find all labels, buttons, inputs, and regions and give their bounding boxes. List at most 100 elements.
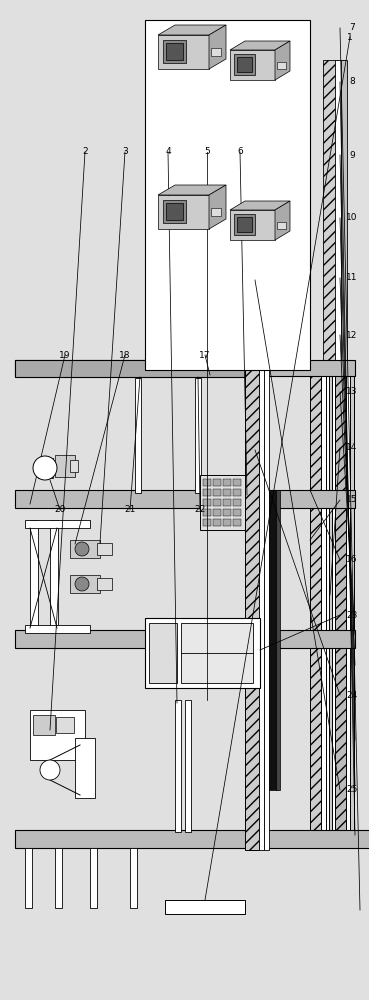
- Text: 18: 18: [119, 351, 131, 360]
- Bar: [30, 520, 38, 630]
- Bar: [165, 900, 245, 914]
- Bar: [223, 499, 231, 506]
- Text: 1: 1: [347, 32, 353, 41]
- Polygon shape: [158, 25, 226, 35]
- Bar: [38, 474, 53, 478]
- Bar: [341, 60, 347, 840]
- Bar: [323, 60, 337, 840]
- Bar: [25, 520, 90, 528]
- Bar: [70, 540, 100, 558]
- Bar: [346, 360, 351, 840]
- Bar: [181, 623, 253, 683]
- Bar: [233, 489, 241, 496]
- Bar: [230, 50, 275, 80]
- Bar: [329, 360, 333, 840]
- Text: 19: 19: [59, 351, 71, 360]
- Bar: [38, 458, 53, 462]
- Bar: [269, 490, 277, 790]
- Bar: [230, 210, 275, 240]
- Text: 3: 3: [122, 147, 128, 156]
- Text: 8: 8: [349, 78, 355, 87]
- Text: 17: 17: [199, 351, 211, 360]
- Bar: [166, 203, 183, 220]
- Bar: [145, 618, 260, 688]
- Bar: [163, 200, 186, 223]
- Bar: [211, 208, 221, 216]
- Text: 14: 14: [346, 444, 358, 452]
- Bar: [213, 499, 221, 506]
- Text: 5: 5: [204, 147, 210, 156]
- Text: 12: 12: [346, 330, 358, 340]
- Bar: [276, 490, 280, 790]
- Bar: [213, 519, 221, 526]
- Bar: [55, 848, 62, 908]
- Bar: [158, 195, 209, 229]
- Bar: [97, 578, 112, 590]
- Bar: [350, 360, 354, 840]
- Bar: [207, 321, 265, 328]
- Polygon shape: [230, 201, 290, 210]
- Bar: [213, 489, 221, 496]
- Bar: [335, 60, 343, 840]
- Bar: [97, 543, 112, 555]
- Bar: [145, 20, 310, 370]
- Text: 10: 10: [346, 214, 358, 223]
- Bar: [277, 222, 286, 229]
- Text: 15: 15: [346, 495, 358, 504]
- Bar: [195, 378, 201, 493]
- Bar: [332, 360, 336, 840]
- Bar: [259, 360, 264, 850]
- Bar: [223, 489, 231, 496]
- Bar: [185, 700, 191, 832]
- Bar: [163, 40, 186, 63]
- Bar: [25, 625, 90, 633]
- Bar: [335, 360, 347, 840]
- Bar: [223, 519, 231, 526]
- Bar: [15, 360, 245, 377]
- Bar: [30, 710, 85, 760]
- Bar: [15, 630, 355, 648]
- Bar: [166, 43, 183, 60]
- Bar: [326, 360, 330, 840]
- Text: 24: 24: [346, 690, 358, 700]
- Bar: [203, 509, 211, 516]
- Bar: [203, 489, 211, 496]
- Polygon shape: [275, 41, 290, 80]
- Bar: [15, 490, 355, 508]
- Polygon shape: [275, 201, 290, 240]
- Bar: [233, 509, 241, 516]
- Circle shape: [33, 456, 57, 480]
- Bar: [259, 330, 269, 362]
- Bar: [149, 623, 177, 683]
- Bar: [223, 509, 231, 516]
- Bar: [130, 848, 137, 908]
- Bar: [200, 475, 245, 530]
- Bar: [233, 519, 241, 526]
- Circle shape: [75, 542, 89, 556]
- Text: 22: 22: [194, 506, 206, 514]
- Bar: [56, 717, 74, 733]
- Text: 7: 7: [349, 23, 355, 32]
- Bar: [70, 575, 100, 593]
- Circle shape: [40, 760, 60, 780]
- Bar: [75, 738, 95, 798]
- Bar: [15, 830, 369, 848]
- Bar: [203, 519, 211, 526]
- Bar: [25, 848, 32, 908]
- Polygon shape: [230, 41, 290, 50]
- Polygon shape: [209, 185, 226, 229]
- Bar: [264, 360, 269, 850]
- Bar: [245, 330, 259, 362]
- Text: 20: 20: [54, 506, 66, 514]
- Bar: [50, 520, 58, 630]
- Bar: [234, 54, 255, 75]
- Bar: [213, 509, 221, 516]
- Text: 23: 23: [346, 610, 358, 619]
- Bar: [321, 360, 327, 840]
- Bar: [203, 479, 211, 486]
- Text: 25: 25: [346, 786, 358, 794]
- Bar: [135, 378, 141, 493]
- Bar: [175, 700, 181, 832]
- Bar: [90, 848, 97, 908]
- Text: 2: 2: [82, 147, 88, 156]
